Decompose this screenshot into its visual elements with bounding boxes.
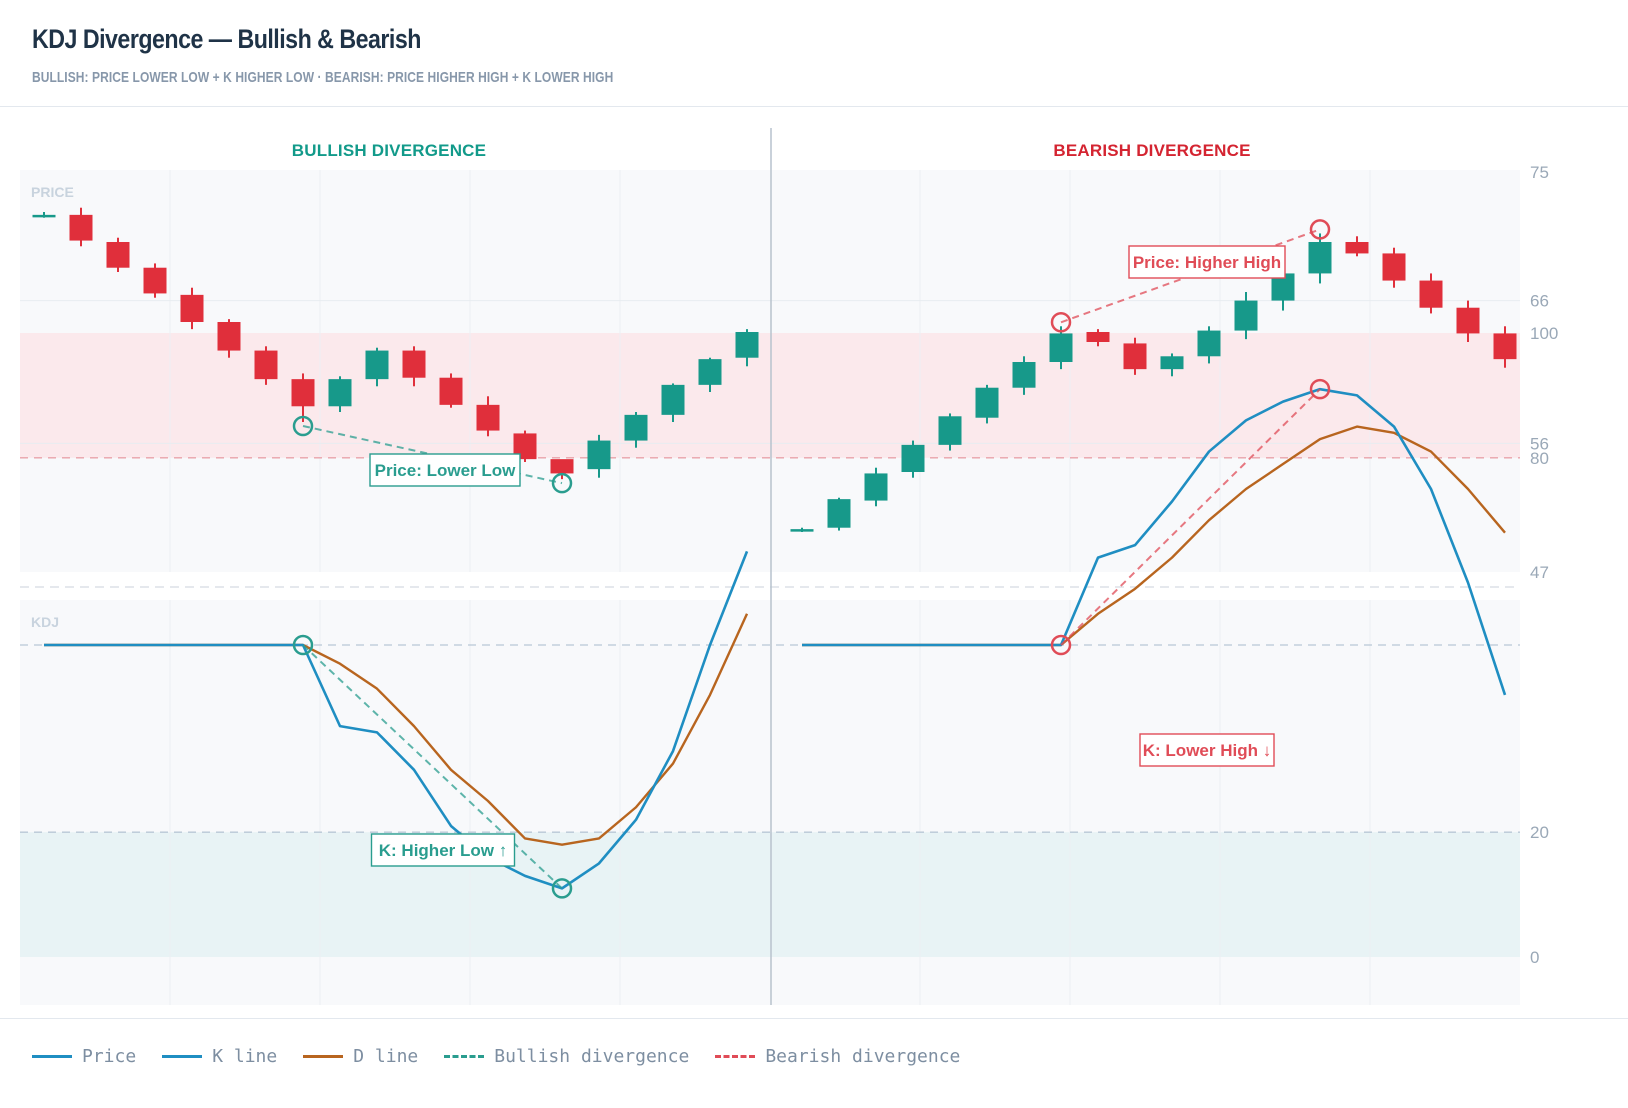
candle-body <box>180 294 204 322</box>
candle-body <box>975 387 999 418</box>
price-divergence-label-box <box>369 453 521 487</box>
candle-body <box>1345 242 1369 254</box>
legend-label-bearish: Bearish divergence <box>765 1045 961 1067</box>
k-divergence-label: K: Lower High ↓ <box>1143 741 1271 760</box>
price-axis-tick: 66 <box>1530 292 1549 311</box>
candle-body <box>1234 300 1258 331</box>
candle-body <box>1012 362 1036 388</box>
candle-body <box>1197 330 1221 357</box>
k-divergence-marker <box>1309 378 1331 400</box>
price-divergence-label-box <box>1128 245 1286 279</box>
legend-label-bullish: Bullish divergence <box>494 1045 690 1067</box>
candle-body <box>217 322 241 351</box>
kdj-axis-tick: 100 <box>1530 324 1558 343</box>
kdj-axis-tick: 80 <box>1530 449 1549 468</box>
k-divergence-marker <box>551 878 573 899</box>
legend-label-price: Price <box>82 1045 137 1067</box>
kdj-panel-label: KDJ <box>31 614 59 630</box>
candle-body <box>365 350 389 380</box>
legend: Price K line D line Bullish divergence B… <box>32 1043 986 1069</box>
candle-body <box>1419 280 1443 308</box>
legend-item-bearish: Bearish divergence <box>715 1046 960 1067</box>
candle-body <box>513 433 537 460</box>
candle-body <box>864 473 888 501</box>
candle-body <box>698 359 722 385</box>
legend-item-price: Price <box>32 1046 136 1067</box>
candle-body <box>790 529 814 532</box>
candle-body <box>901 444 925 472</box>
candle-body <box>143 267 167 294</box>
candle-body <box>439 377 463 405</box>
k-divergence-line <box>1060 388 1321 646</box>
candle-body <box>1456 307 1480 334</box>
k-divergence-marker <box>1050 634 1072 656</box>
k-divergence-label: K: Higher Low ↑ <box>379 841 507 860</box>
oversold-zone <box>20 832 1520 957</box>
candle-body <box>69 214 93 241</box>
candle-body <box>402 350 426 378</box>
candle-body <box>1271 273 1295 301</box>
legend-item-d-line: D line <box>303 1046 418 1067</box>
candle-body <box>1049 333 1073 362</box>
candle-body <box>1086 332 1110 342</box>
candle-body <box>735 332 759 358</box>
candle-body <box>661 384 685 415</box>
candle-body <box>587 440 611 470</box>
legend-label-d-line: D line <box>353 1045 419 1067</box>
candle-body <box>1123 343 1147 370</box>
chart-title: KDJ Divergence — Bullish & Bearish <box>32 24 421 54</box>
candle-body <box>106 242 130 268</box>
price-axis-tick: 47 <box>1530 563 1549 582</box>
legend-swatch-k-line <box>162 1054 203 1058</box>
legend-swatch-price <box>32 1054 72 1058</box>
panel-title: BULLISH DIVERGENCE <box>292 141 486 160</box>
candle-body <box>827 499 851 528</box>
legend-swatch-bearish <box>715 1054 756 1058</box>
candle-body <box>328 379 352 407</box>
price-divergence-marker <box>292 415 314 437</box>
chart-subtitle: BULLISH: PRICE LOWER LOW + K HIGHER LOW … <box>32 69 614 86</box>
legend-swatch-bullish <box>444 1054 485 1058</box>
price-divergence-marker <box>551 472 573 494</box>
candle-body <box>1382 253 1406 281</box>
legend-divider <box>0 1018 1628 1019</box>
k-line <box>802 387 1507 696</box>
price-divergence-label: Price: Lower Low <box>375 461 517 480</box>
price-divergence-marker <box>1050 312 1072 333</box>
candle-body <box>291 379 315 407</box>
k-divergence-label-box <box>370 833 516 867</box>
candle-body <box>1493 333 1517 360</box>
candle-body <box>938 416 962 445</box>
candle-body <box>550 459 574 474</box>
legend-label-k-line: K line <box>212 1045 278 1067</box>
overbought-zone <box>20 333 1520 458</box>
chart-header: KDJ Divergence — Bullish & Bearish BULLI… <box>0 0 1628 107</box>
kdj-divergence-chart: 75 66 56 47 100 80 20 0 PRICE KDJ BULLISH DIVERGEN… <box>20 128 1558 1005</box>
candle-body <box>1308 242 1332 274</box>
legend-swatch-d-line <box>303 1054 344 1058</box>
candle-body <box>1160 356 1184 370</box>
k-divergence-marker <box>292 634 314 656</box>
price-axis-tick: 75 <box>1530 163 1549 182</box>
kdj-axis-tick: 20 <box>1530 823 1549 842</box>
candle-body <box>254 350 278 380</box>
k-line <box>44 550 749 890</box>
candle-body <box>476 404 500 431</box>
price-divergence-label: Price: Higher High <box>1133 253 1281 272</box>
candle-body <box>32 214 56 218</box>
price-divergence-marker <box>1309 219 1331 240</box>
k-divergence-label-box <box>1139 733 1275 767</box>
kdj-axis-tick: 0 <box>1530 948 1539 967</box>
legend-item-k-line: K line <box>162 1046 277 1067</box>
candle-body <box>624 414 648 441</box>
price-panel-label: PRICE <box>31 184 74 200</box>
price-axis-tick: 56 <box>1530 434 1549 453</box>
legend-item-bullish: Bullish divergence <box>444 1046 689 1067</box>
panel-title: BEARISH DIVERGENCE <box>1053 141 1250 160</box>
